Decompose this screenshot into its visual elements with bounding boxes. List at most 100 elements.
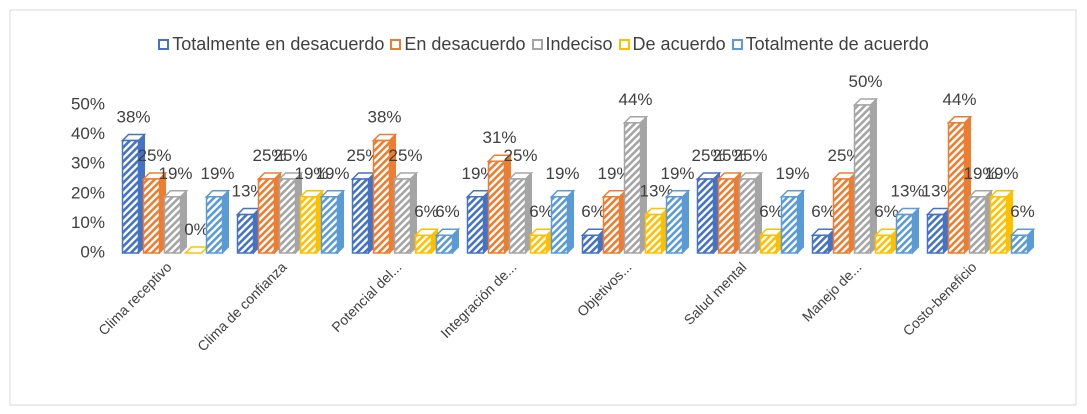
data-label: 19% bbox=[984, 164, 1018, 183]
bar bbox=[644, 213, 663, 254]
data-label: 25% bbox=[827, 146, 861, 165]
bar bbox=[351, 178, 370, 254]
legend-label: Totalmente en desacuerdo bbox=[172, 34, 385, 54]
data-label: 25% bbox=[346, 146, 380, 165]
legend-item: Totalmente de acuerdo bbox=[731, 34, 929, 55]
legend-swatch bbox=[618, 39, 630, 50]
legend-swatch bbox=[158, 39, 170, 50]
legend-item: En desacuerdo bbox=[390, 34, 526, 55]
data-label: 19% bbox=[775, 164, 809, 183]
bar bbox=[121, 139, 140, 254]
data-label: 13% bbox=[890, 182, 924, 201]
data-label: 25% bbox=[733, 146, 767, 165]
bar bbox=[874, 234, 893, 254]
bar-side bbox=[912, 207, 919, 255]
data-label: 25% bbox=[137, 146, 171, 165]
bar bbox=[299, 196, 318, 254]
bar bbox=[759, 234, 778, 254]
bar bbox=[696, 178, 715, 254]
bar bbox=[717, 178, 736, 254]
bar bbox=[623, 122, 642, 254]
bar bbox=[665, 196, 684, 254]
bar bbox=[163, 196, 182, 254]
bar-side bbox=[870, 97, 877, 255]
data-label: 25% bbox=[388, 146, 422, 165]
legend-item: Indeciso bbox=[531, 34, 613, 55]
bar bbox=[602, 196, 621, 254]
data-label: 6% bbox=[874, 202, 899, 221]
bar bbox=[738, 178, 757, 254]
bar bbox=[435, 234, 454, 254]
data-label: 25% bbox=[252, 146, 286, 165]
data-label: 19% bbox=[545, 164, 579, 183]
data-label: 19% bbox=[597, 164, 631, 183]
data-label: 13% bbox=[231, 182, 265, 201]
data-label: 19% bbox=[963, 164, 997, 183]
legend-label: Totalmente de acuerdo bbox=[745, 34, 929, 54]
bar-side bbox=[682, 189, 689, 255]
bar bbox=[466, 196, 485, 254]
legend-label: En desacuerdo bbox=[404, 34, 526, 54]
bar bbox=[278, 178, 297, 254]
bar bbox=[508, 178, 527, 254]
data-label: 6% bbox=[414, 202, 439, 221]
data-label: 31% bbox=[482, 128, 516, 147]
y-tick-label: 30% bbox=[71, 154, 105, 173]
y-tick-label: 50% bbox=[71, 94, 105, 113]
data-label: 19% bbox=[660, 164, 694, 183]
bar bbox=[895, 213, 914, 254]
bar bbox=[811, 234, 830, 254]
chart-border bbox=[9, 9, 1077, 406]
bar bbox=[142, 178, 161, 254]
data-label: 50% bbox=[848, 72, 882, 91]
data-label: 13% bbox=[921, 182, 955, 201]
bar bbox=[968, 196, 987, 254]
data-label: 25% bbox=[273, 146, 307, 165]
bar-side bbox=[797, 189, 804, 255]
bar bbox=[257, 178, 276, 254]
data-label: 38% bbox=[367, 108, 401, 127]
legend-swatch bbox=[531, 39, 543, 50]
bar bbox=[1010, 234, 1029, 254]
data-label: 6% bbox=[581, 202, 606, 221]
bar bbox=[529, 234, 548, 254]
data-label: 19% bbox=[294, 164, 328, 183]
y-tick-label: 10% bbox=[71, 213, 105, 232]
y-tick-label: 20% bbox=[71, 183, 105, 202]
bar bbox=[832, 178, 851, 254]
bar bbox=[372, 139, 391, 254]
legend: Totalmente en desacuerdo En desacuerdo Ind… bbox=[10, 34, 1077, 55]
legend-label: De acuerdo bbox=[632, 34, 726, 54]
data-label: 25% bbox=[503, 146, 537, 165]
bar bbox=[487, 160, 506, 254]
bar-side bbox=[337, 189, 344, 255]
data-label: 19% bbox=[158, 164, 192, 183]
y-tick-label: 0% bbox=[80, 242, 105, 261]
data-label: 44% bbox=[942, 90, 976, 109]
legend-item: Totalmente en desacuerdo bbox=[158, 34, 384, 55]
bar bbox=[393, 178, 412, 254]
bar bbox=[989, 196, 1008, 254]
bar bbox=[853, 104, 872, 254]
data-label: 19% bbox=[315, 164, 349, 183]
bar-side bbox=[567, 189, 574, 255]
bar bbox=[236, 213, 255, 254]
data-label: 0% bbox=[184, 220, 209, 239]
data-label: 19% bbox=[200, 164, 234, 183]
data-label: 6% bbox=[529, 202, 554, 221]
data-label: 6% bbox=[759, 202, 784, 221]
legend-swatch bbox=[731, 39, 743, 50]
data-label: 44% bbox=[618, 90, 652, 109]
bar bbox=[320, 196, 339, 254]
data-label: 19% bbox=[461, 164, 495, 183]
data-label: 25% bbox=[712, 146, 746, 165]
data-label: 6% bbox=[435, 202, 460, 221]
y-tick-label: 40% bbox=[71, 124, 105, 143]
bar bbox=[780, 196, 799, 254]
bar bbox=[581, 234, 600, 254]
bar bbox=[550, 196, 569, 254]
legend-label: Indeciso bbox=[545, 34, 613, 54]
data-label: 38% bbox=[116, 108, 150, 127]
